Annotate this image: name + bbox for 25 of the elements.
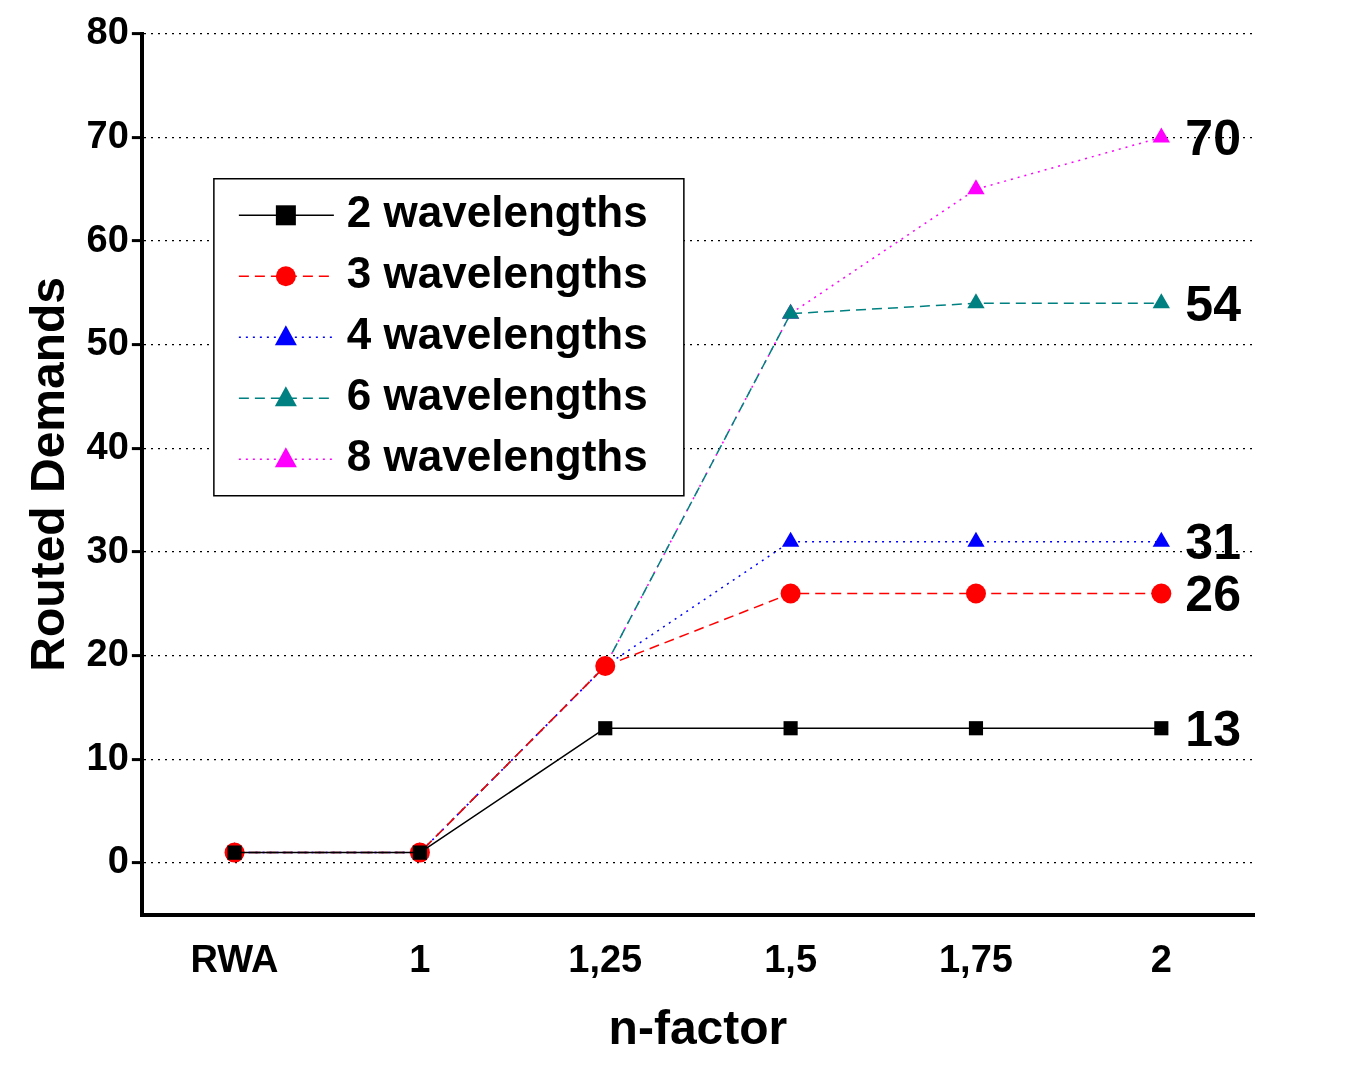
y-tick-label: 0 [107,839,129,882]
y-axis-title: Routed Demands [21,276,75,672]
legend-label: 2 wavelengths [346,187,648,237]
y-tick-label: 70 [86,113,129,156]
x-tick-label: 1,75 [938,938,1013,981]
y-tick-label: 80 [86,10,129,53]
legend-label: 6 wavelengths [346,370,648,420]
legend-label: 8 wavelengths [346,431,648,481]
y-tick-label: 30 [86,528,129,571]
annotation: 13 [1185,701,1241,758]
y-tick-label: 60 [86,217,129,260]
y-tick-label: 20 [86,632,129,675]
y-tick-label: 50 [86,321,129,364]
x-tick-label: RWA [190,938,279,981]
x-tick-label: 1,5 [764,938,818,981]
y-tick-label: 10 [86,735,129,778]
x-tick-label: 1,25 [568,938,643,981]
annotation: 70 [1185,110,1241,167]
annotation: 54 [1185,276,1242,333]
legend-label: 3 wavelengths [346,248,648,298]
legend-label: 4 wavelengths [346,309,648,359]
x-axis-title: n-factor [608,1001,788,1055]
x-tick-label: 2 [1150,938,1172,981]
y-tick-label: 40 [86,424,129,467]
x-tick-label: 1 [409,938,431,981]
